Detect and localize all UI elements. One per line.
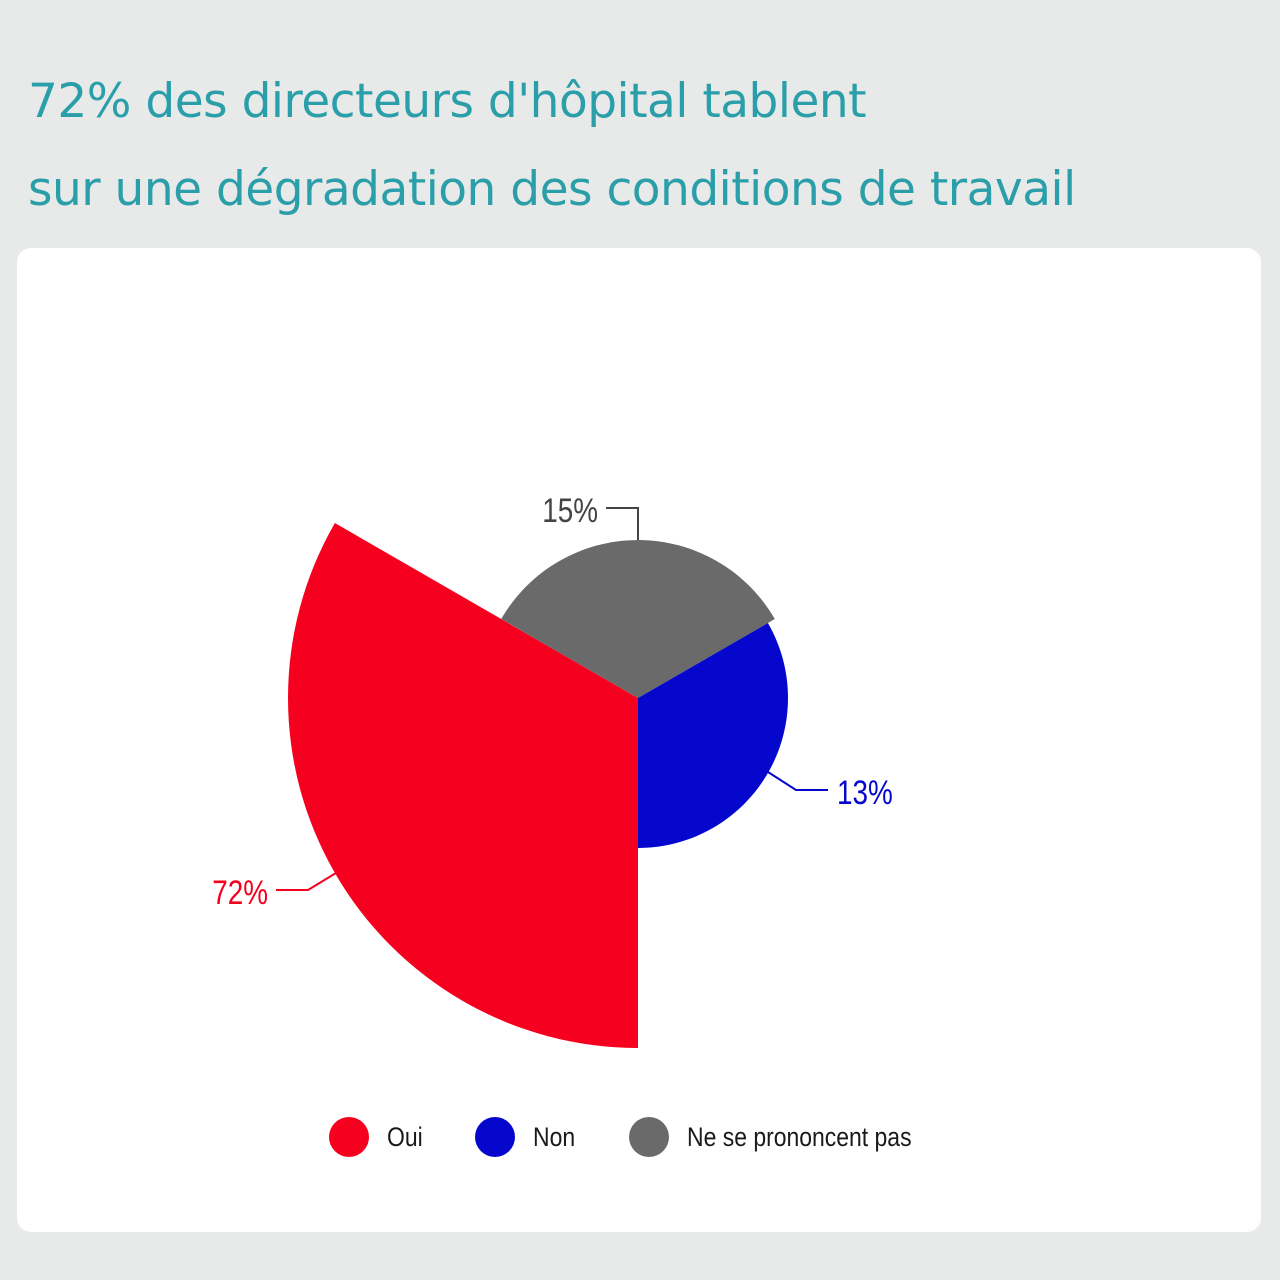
legend-label-non: Non (533, 1121, 576, 1152)
title-line-1: 72% des directeurs d'hôpital tablent (28, 74, 867, 129)
page-title: 72% des directeurs d'hôpital tablent sur… (28, 58, 1076, 234)
label-non: 13% (837, 773, 893, 811)
label-nsp: 15% (542, 491, 598, 529)
legend-item-non[interactable]: Non (475, 1117, 583, 1157)
legend-swatch-oui (329, 1117, 370, 1157)
legend-swatch-non (475, 1117, 516, 1157)
legend-item-nsp[interactable]: Ne se prononcent pas (628, 1117, 951, 1157)
slice-non[interactable] (638, 623, 788, 848)
chart-legend: Oui Non Ne se prononcent pas (0, 1117, 1280, 1157)
leader-line-nsp (606, 507, 639, 540)
legend-label-oui: Oui (387, 1121, 423, 1152)
legend-item-oui[interactable]: Oui (329, 1117, 429, 1157)
legend-label-nsp: Ne se prononcent pas (686, 1121, 912, 1152)
leader-line-non (767, 771, 828, 791)
slice-ne-se-prononcent-pas[interactable] (501, 540, 775, 698)
leader-line-oui (276, 872, 337, 891)
label-oui: 72% (212, 873, 268, 911)
legend-swatch-nsp (628, 1117, 669, 1157)
slice-oui[interactable] (288, 523, 638, 1048)
title-line-2: sur une dégradation des conditions de tr… (28, 162, 1076, 217)
